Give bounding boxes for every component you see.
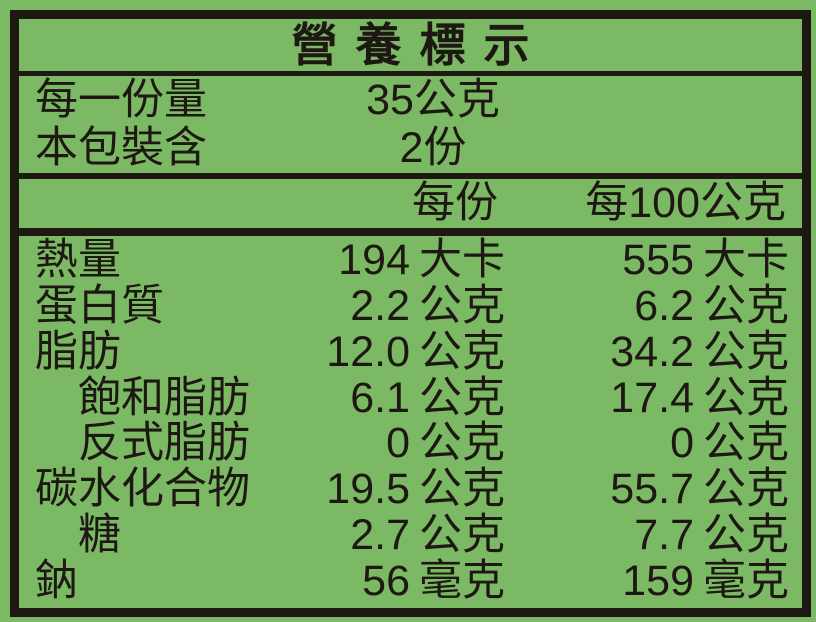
per-100g-unit: 大卡 [703,236,789,285]
nutrient-label: 蛋白質 [35,282,164,331]
nutrient-row-calories: 熱量 194 大卡 555 大卡 [19,239,802,283]
nutrient-row-fat: 脂肪 12.0 公克 34.2 公克 [19,330,802,374]
nutrient-row-trans-fat: 反式脂肪 0 公克 0 公克 [19,422,802,466]
per-serving-number: 19.5 [326,465,410,514]
per-100g-number: 7.7 [634,510,694,559]
per-100g-number: 159 [622,556,694,605]
per-serving-number: 2.2 [350,282,410,331]
per-100g-unit: 公克 [703,373,789,422]
nutrient-row-sugar: 糖 2.7 公克 7.7 公克 [19,513,802,557]
nutrient-label: 鈉 [35,556,78,605]
per-100g-number: 6.2 [634,282,694,331]
per-serving-number: 6.1 [350,373,410,422]
nutrient-label: 反式脂肪 [78,419,250,468]
nutrient-row-saturated-fat: 飽和脂肪 6.1 公克 17.4 公克 [19,376,802,420]
per-100g-unit: 公克 [703,510,789,559]
servings-per-package-value: 2份 [399,124,467,173]
serving-size-label: 每一份量 [35,75,207,124]
per-serving-unit: 毫克 [419,556,505,605]
per-serving-unit: 公克 [419,465,505,514]
per-100g-unit: 公克 [703,419,789,468]
serving-size-row: 每一份量 35公克 [19,76,802,124]
nutrient-label: 糖 [78,510,121,559]
serving-size-value: 35公克 [366,75,500,124]
nutrient-row-carbohydrate: 碳水化合物 19.5 公克 55.7 公克 [19,468,802,512]
servings-per-package-label: 本包裝含 [35,124,207,173]
label-title: 營養標示 [291,19,548,71]
per-serving-number: 56 [362,556,410,605]
per-serving-number: 12.0 [326,327,410,376]
per-serving-unit: 公克 [419,510,505,559]
column-header-row: 每份 每100公克 [19,179,802,228]
per-serving-unit: 公克 [419,327,505,376]
nutrient-label: 飽和脂肪 [78,373,250,422]
per-100g-number: 34.2 [610,327,694,376]
nutrient-row-protein: 蛋白質 2.2 公克 6.2 公克 [19,285,802,329]
per-serving-unit: 公克 [419,419,505,468]
nutrient-label: 熱量 [35,236,121,285]
per-100g-column-header: 每100公克 [585,179,786,227]
per-serving-column-header: 每份 [412,179,498,227]
per-serving-unit: 公克 [419,282,505,331]
per-100g-unit: 公克 [703,282,789,331]
divider [19,173,802,179]
nutrient-row-sodium: 鈉 56 毫克 159 毫克 [19,559,802,603]
per-100g-number: 55.7 [610,465,694,514]
serving-info-section: 每一份量 35公克 本包裝含 2份 [19,76,802,173]
divider [19,71,802,76]
per-serving-number: 2.7 [350,510,410,559]
per-serving-number: 194 [338,236,410,285]
divider [19,228,802,236]
servings-per-package-row: 本包裝含 2份 [19,125,802,173]
per-100g-number: 0 [670,419,694,468]
per-100g-unit: 公克 [703,327,789,376]
nutrient-label: 碳水化合物 [35,465,250,514]
per-100g-number: 17.4 [610,373,694,422]
nutrient-table: 熱量 194 大卡 555 大卡 蛋白質 2.2 公克 6.2 公克 脂肪 12… [19,236,802,608]
label-title-row: 營養標示 [19,19,802,71]
per-100g-unit: 公克 [703,465,789,514]
nutrient-label: 脂肪 [35,327,121,376]
per-100g-number: 555 [622,236,694,285]
per-100g-unit: 毫克 [703,556,789,605]
nutrition-label-panel: 營養標示 每一份量 35公克 本包裝含 2份 每份 每100公克 熱量 194 … [10,10,811,617]
per-serving-number: 0 [386,419,410,468]
per-serving-unit: 大卡 [419,236,505,285]
per-serving-unit: 公克 [419,373,505,422]
